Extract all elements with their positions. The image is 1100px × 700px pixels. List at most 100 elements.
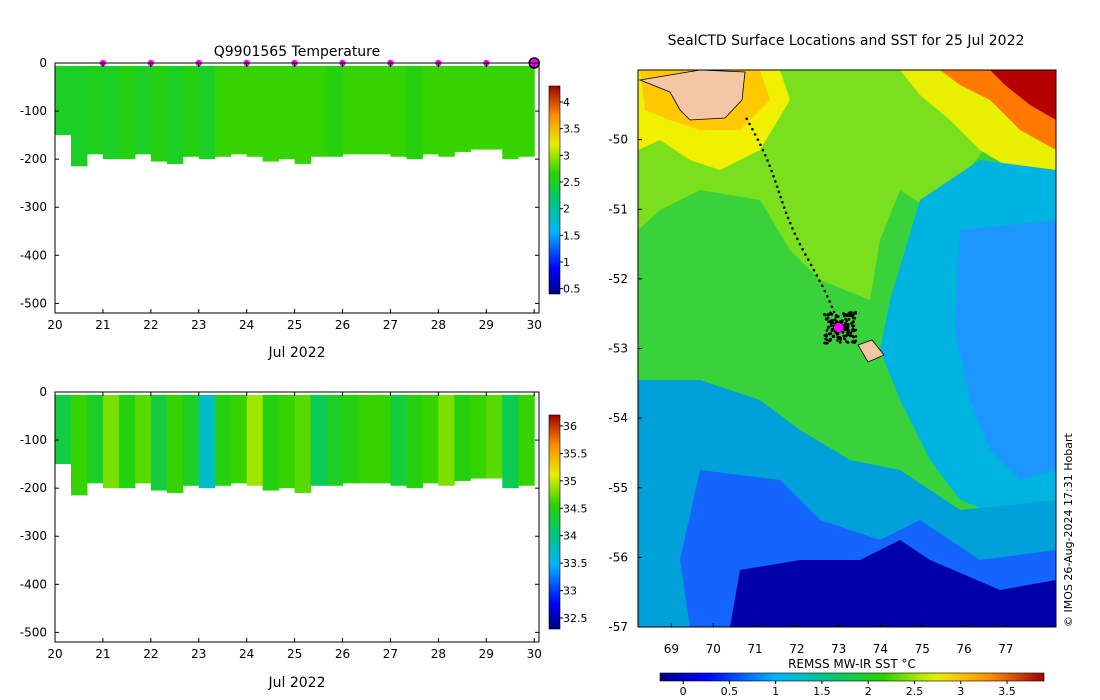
track-point: [831, 321, 835, 325]
track-point: [844, 334, 848, 338]
y-tick-label: -200: [20, 152, 47, 166]
track-point: [851, 320, 855, 324]
track-point: [849, 331, 853, 335]
map-title: SealCTD Surface Locations and SST for 25…: [668, 33, 1025, 49]
sst-colorbar-tick-label: 0.5: [721, 685, 739, 698]
profile-bar: [150, 394, 168, 491]
track-point: [854, 328, 858, 332]
profile-bar: [470, 65, 487, 150]
lon-tick-label: 75: [915, 642, 930, 656]
colorbar-tick-label: 3.5: [563, 123, 581, 136]
track-point: [830, 312, 834, 316]
track-point: [812, 268, 816, 272]
x-tick-label: 26: [335, 647, 350, 661]
track-point: [837, 336, 840, 340]
temperature-xlabel: Jul 2022: [268, 345, 326, 361]
profile-bar: [246, 65, 264, 157]
y-tick-label: 0: [39, 56, 47, 70]
map-ticks: 69 70 71 72 73 74 75 76 77 -50 -51 -52 -53 -54 -55 -56 -…: [608, 133, 1013, 656]
track-point: [777, 190, 781, 194]
track-point: [847, 317, 851, 321]
track-point: [854, 339, 858, 343]
track-point: [766, 159, 769, 162]
track-point: [751, 127, 754, 131]
x-tick-label: 30: [527, 647, 542, 661]
track-point: [825, 329, 829, 332]
lat-tick-label: -50: [608, 133, 628, 147]
track-point: [853, 316, 857, 320]
sst-colorbar-ticks: 0 0.5 1 1.5 2 2.5 3 3.5: [680, 681, 1016, 698]
profile-bar: [118, 394, 136, 489]
profile-bar: [198, 65, 216, 160]
y-tick-label: -100: [20, 104, 47, 118]
x-tick-label: 28: [431, 318, 446, 332]
profile-bar: [422, 394, 439, 484]
profile-bar: [230, 65, 248, 155]
sst-colorbar-tick-label: 1.5: [813, 685, 831, 698]
lon-tick-label: 70: [706, 642, 721, 656]
colorbar-tick-label: 33: [563, 585, 577, 598]
track-point: [841, 330, 845, 334]
profile-bar: [486, 394, 503, 479]
track-point: [774, 180, 777, 183]
profile-bar: [86, 65, 104, 155]
profile-bar: [390, 394, 407, 486]
colorbar-tick-label: 34: [563, 530, 577, 543]
track-point: [844, 317, 848, 321]
track-point: [761, 148, 765, 152]
colorbar-tick-label: 0.5: [563, 283, 581, 296]
track-point: [839, 338, 842, 341]
profile-bar: [454, 394, 471, 481]
track-point: [818, 279, 821, 282]
track-point: [806, 258, 810, 262]
lon-tick-label: 77: [998, 642, 1013, 656]
x-tick-label: 27: [383, 647, 398, 661]
track-point: [829, 332, 833, 335]
track-point: [843, 337, 847, 341]
sst-colorbar: [659, 672, 1045, 682]
temperature-colorbar: [548, 85, 561, 295]
y-tick-label: -500: [20, 296, 47, 310]
colorbar-tick-label: 36: [563, 420, 577, 433]
track-point: [772, 174, 775, 178]
profile-bar: [438, 394, 455, 486]
profile-bar: [374, 65, 391, 155]
track-point: [838, 340, 842, 344]
track-point: [798, 242, 802, 246]
x-tick-label: 30: [527, 318, 542, 332]
profile-bar: [310, 65, 328, 157]
track-point: [827, 312, 831, 316]
sst-colorbar-tick-label: 3.5: [998, 685, 1016, 698]
colorbar-tick-label: 3: [563, 149, 570, 162]
track-point: [836, 315, 840, 318]
profile-bar: [502, 394, 519, 489]
profile-bar: [326, 65, 344, 157]
colorbar-tick-label: 35: [563, 475, 577, 488]
colorbar-tick-label: 32.5: [563, 612, 588, 625]
sst-map-panel: SealCTD Surface Locations and SST for 25…: [608, 33, 1075, 698]
track-point: [853, 311, 856, 315]
profile-bar: [294, 394, 312, 493]
track-point: [825, 338, 829, 342]
x-tick-label: 22: [143, 647, 158, 661]
profile-bar: [278, 65, 296, 160]
profile-bar: [134, 65, 152, 155]
track-point: [804, 253, 807, 256]
profile-bar: [342, 394, 359, 484]
profile-bar: [55, 394, 72, 465]
sst-colorbar-tick-label: 2.5: [906, 685, 924, 698]
track-point: [768, 164, 771, 168]
y-tick-label: -400: [20, 577, 47, 591]
track-point: [823, 341, 827, 345]
profile-bar: [214, 394, 232, 486]
profile-bar: [294, 65, 312, 164]
temperature-ticks: 20 21 22 23 24 25 26 27 28 29 30 0 -100 -200 -300 -400 -…: [20, 56, 542, 332]
temperature-profiles: [55, 65, 535, 167]
x-tick-label: 20: [47, 318, 62, 332]
track-point: [825, 341, 829, 345]
track-point: [846, 341, 850, 344]
sst-colorbar-tick-label: 1: [772, 685, 779, 698]
track-point: [779, 195, 782, 199]
profile-bar: [518, 394, 535, 486]
track-point: [775, 185, 779, 188]
